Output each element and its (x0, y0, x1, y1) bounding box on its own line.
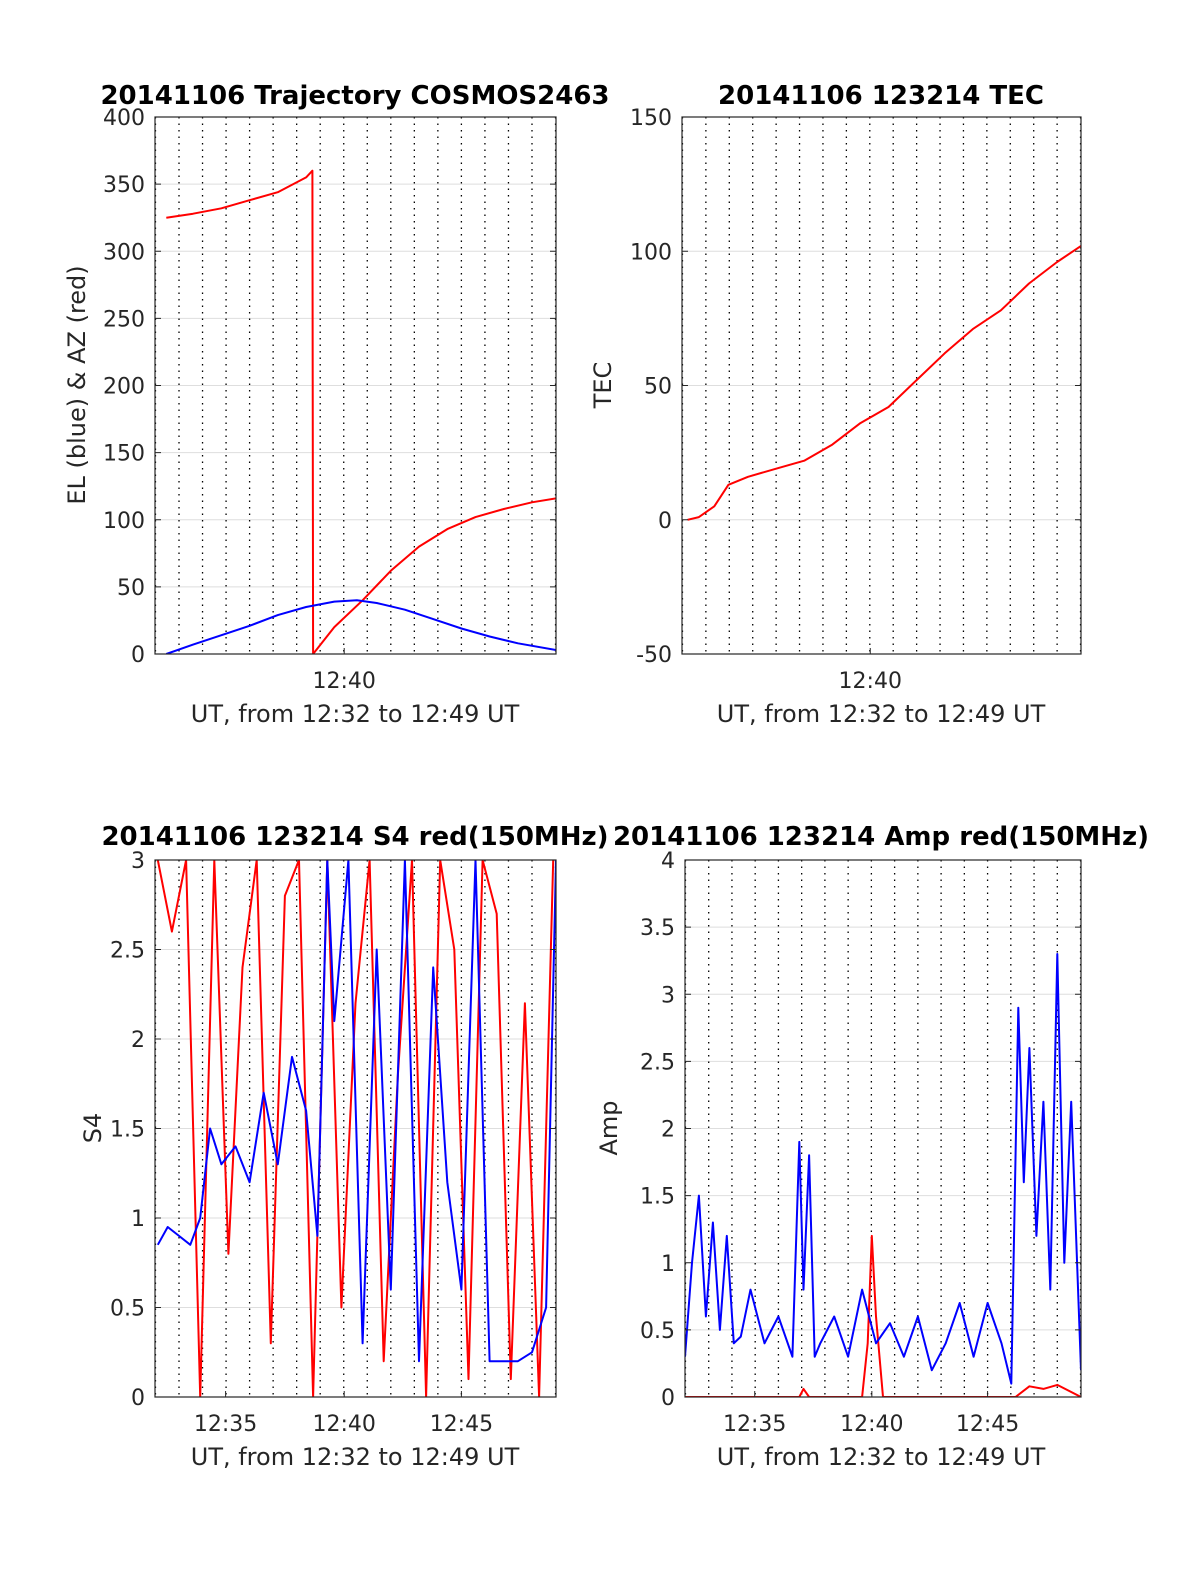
title-s4: 20141106 123214 S4 red(150MHz) (101, 822, 608, 852)
xtick-label: 12:40 (313, 1412, 376, 1437)
ytick-label: 1 (661, 1252, 675, 1277)
ytick-label: 250 (103, 307, 145, 332)
ytick-label: 0 (131, 643, 145, 668)
ytick-label: 1 (131, 1207, 145, 1232)
ytick-label: 300 (103, 240, 145, 265)
series-trajectory-red (166, 169, 556, 654)
ytick-label: 0 (661, 1386, 675, 1411)
ytick-label: 400 (103, 106, 145, 131)
series-amp-blue (685, 953, 1081, 1385)
ytick-label: 50 (117, 576, 145, 601)
ytick-label: 50 (644, 375, 672, 400)
ylabel-tec: TEC (589, 362, 617, 410)
xtick-label: 12:45 (956, 1412, 1019, 1437)
ytick-label: 200 (103, 375, 145, 400)
xtick-label: 12:40 (840, 1412, 903, 1437)
title-trajectory: 20141106 Trajectory COSMOS2463 (100, 81, 609, 111)
ytick-label: 0.5 (640, 1319, 675, 1344)
ytick-label: 0 (658, 509, 672, 534)
ytick-label: 1.5 (640, 1185, 675, 1210)
ytick-label: 150 (630, 106, 672, 131)
series-tec-red (687, 245, 1081, 521)
ytick-label: 4 (661, 849, 675, 874)
ylabel-amp: Amp (595, 1100, 623, 1155)
xlabel-amp: UT, from 12:32 to 12:49 UT (717, 1443, 1046, 1471)
ytick-label: 0.5 (110, 1297, 145, 1322)
ylabel-trajectory: EL (blue) & AZ (red) (63, 265, 91, 504)
ytick-label: 100 (630, 240, 672, 265)
ytick-label: 100 (103, 509, 145, 534)
series-amp-red (685, 1234, 1081, 1397)
ytick-label: 3.5 (640, 916, 675, 941)
ytick-label: 150 (103, 442, 145, 467)
ytick-label: 350 (103, 173, 145, 198)
ytick-label: -50 (636, 643, 672, 668)
xtick-label: 12:35 (194, 1412, 257, 1437)
xlabel-tec: UT, from 12:32 to 12:49 UT (717, 700, 1046, 728)
panel-amp: 20141106 123214 Amp red(150MHz) 0 0.5 1 1.5… (595, 822, 1149, 1471)
series-trajectory-blue (165, 599, 556, 654)
title-amp: 20141106 123214 Amp red(150MHz) (613, 822, 1149, 852)
ylabel-s4: S4 (79, 1113, 107, 1144)
series-s4-blue (156, 860, 556, 1363)
series-s4-red (156, 860, 555, 1397)
ytick-label: 2.5 (640, 1050, 675, 1075)
xlabel-s4: UT, from 12:32 to 12:49 UT (191, 1443, 520, 1471)
ytick-label: 3 (661, 983, 675, 1008)
panel-trajectory: 20141106 Trajectory COSMOS2463 0 50 100 150… (63, 81, 610, 728)
xlabel-trajectory: UT, from 12:32 to 12:49 UT (191, 700, 520, 728)
ytick-label: 1.5 (110, 1118, 145, 1143)
panel-tec: 20141106 123214 TEC -50 0 50 100 150 12:40 UT… (589, 81, 1082, 728)
xtick-label: 12:35 (723, 1412, 786, 1437)
ytick-label: 0 (131, 1386, 145, 1411)
ytick-label: 2 (131, 1028, 145, 1053)
title-tec: 20141106 123214 TEC (718, 81, 1044, 111)
ytick-label: 3 (131, 849, 145, 874)
xtick-label: 12:40 (313, 669, 376, 694)
panel-s4: 20141106 123214 S4 red(150MHz) 0 0.5 1 1.5 2… (79, 822, 609, 1471)
xtick-label: 12:45 (430, 1412, 493, 1437)
ytick-label: 2 (661, 1118, 675, 1143)
xtick-label: 12:40 (839, 669, 902, 694)
ytick-label: 2.5 (110, 939, 145, 964)
